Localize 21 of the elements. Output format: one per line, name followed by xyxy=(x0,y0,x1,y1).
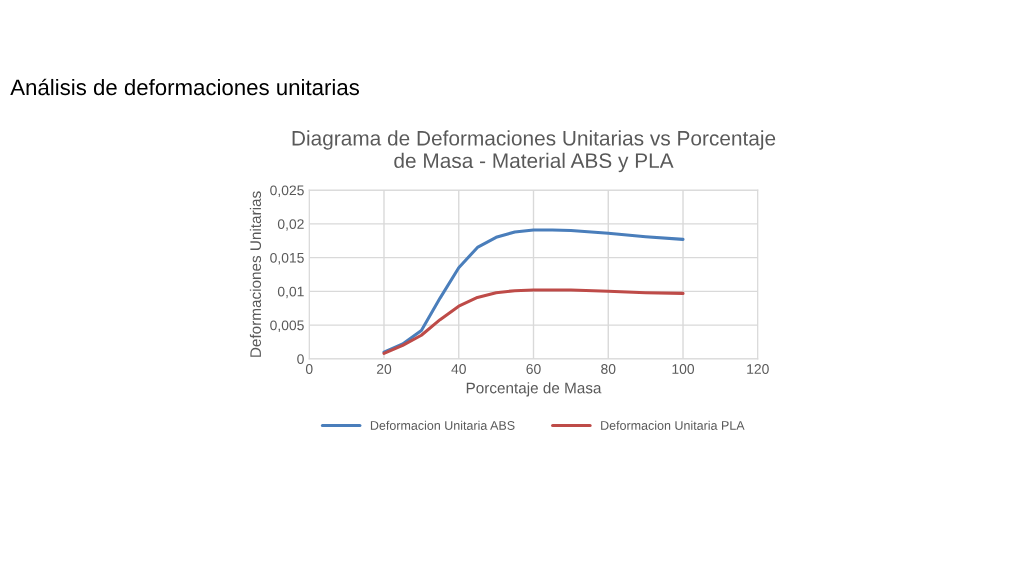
x-tick-label: 100 xyxy=(672,364,695,374)
x-tick-label: 120 xyxy=(747,364,769,374)
y-tick-label: 0,005 xyxy=(270,320,304,332)
x-axis-title: Porcentaje de Masa xyxy=(466,382,602,397)
x-tick-label: 40 xyxy=(451,364,466,374)
legend-label: Deformacion Unitaria PLA xyxy=(601,420,745,430)
x-tick-label: 60 xyxy=(526,364,541,374)
y-tick-label: 0,015 xyxy=(270,252,304,265)
y-tick-label: 0,025 xyxy=(270,185,304,197)
y-tick-label: 0,01 xyxy=(277,286,304,299)
line-series xyxy=(382,288,685,355)
y-axis-title: Deformaciones Unitarias xyxy=(249,191,262,357)
line-series xyxy=(382,228,685,354)
x-tick-label: 0 xyxy=(305,364,313,374)
x-tick-label: 80 xyxy=(601,364,616,374)
chart-title: Diagrama de Deformaciones Unitarias vs Porcentaje de Masa - Material ABS y PLA xyxy=(292,130,776,173)
y-tick-label: 0,02 xyxy=(277,219,304,231)
legend-label: Deformacion Unitaria ABS xyxy=(370,420,515,430)
y-tick-label: 0 xyxy=(297,354,304,365)
x-tick-label: 20 xyxy=(376,364,392,374)
text: Análisis de deformaciones unitarias xyxy=(10,78,359,96)
